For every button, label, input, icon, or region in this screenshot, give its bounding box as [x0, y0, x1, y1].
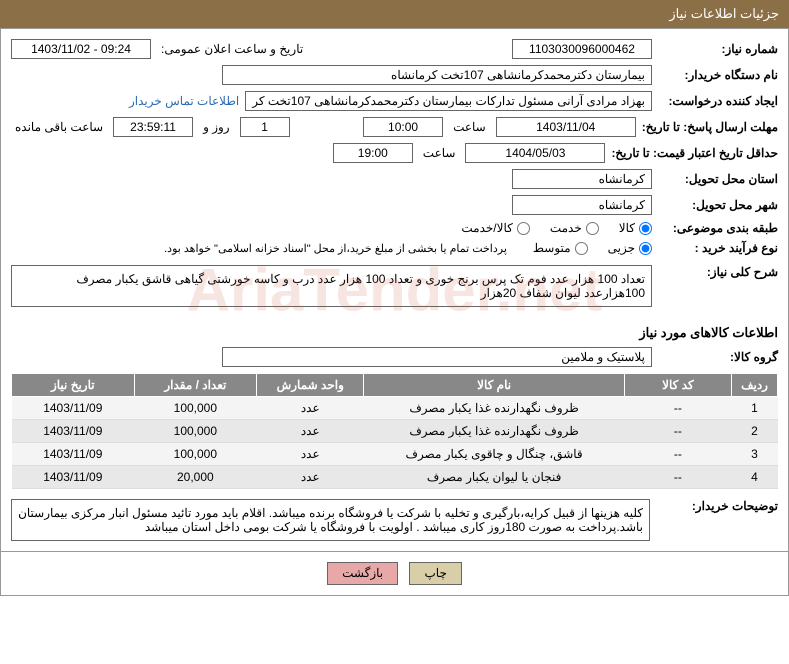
delivery-city-value: کرمانشاه	[512, 195, 652, 215]
table-cell: فنجان یا لیوان یکبار مصرف	[364, 466, 624, 489]
table-cell: 100,000	[134, 443, 257, 466]
table-cell: ظروف نگهدارنده غذا یکبار مصرف	[364, 420, 624, 443]
col-code: کد کالا	[624, 374, 731, 397]
col-row: ردیف	[732, 374, 778, 397]
requester-label: ایجاد کننده درخواست:	[658, 94, 778, 108]
need-number-value: 1103030096000462	[512, 39, 652, 59]
table-cell: 1403/11/09	[12, 420, 135, 443]
requester-value: بهزاد مرادی آرانی مسئول تدارکات بیمارستا…	[245, 91, 652, 111]
back-button[interactable]: بازگشت	[327, 562, 398, 585]
summary-label: شرح کلی نیاز:	[658, 265, 778, 279]
category-service-label: خدمت	[550, 221, 582, 235]
buyer-org-label: نام دستگاه خریدار:	[658, 68, 778, 82]
footer-buttons: چاپ بازگشت	[0, 552, 789, 596]
table-cell: قاشق، چنگال و چاقوی یکبار مصرف	[364, 443, 624, 466]
category-service-radio[interactable]	[586, 222, 599, 235]
category-radio-group: کالا خدمت کالا/خدمت	[461, 221, 652, 235]
table-cell: --	[624, 420, 731, 443]
table-cell: 1403/11/09	[12, 397, 135, 420]
min-valid-time: 19:00	[333, 143, 413, 163]
table-header-row: ردیف کد کالا نام کالا واحد شمارش تعداد /…	[12, 374, 778, 397]
remaining-suffix: ساعت باقی مانده	[15, 120, 103, 134]
buyer-notes-text: کلیه هزینها از قبیل کرایه،بارگیری و تخلی…	[11, 499, 650, 541]
pt-minor-label: جزیی	[608, 241, 635, 255]
delivery-city-label: شهر محل تحویل:	[658, 198, 778, 212]
items-section-title: اطلاعات کالاهای مورد نیاز	[11, 325, 778, 341]
table-row: 1--ظروف نگهدارنده غذا یکبار مصرفعدد100,0…	[12, 397, 778, 420]
time-label-2: ساعت	[423, 146, 456, 160]
time-label-1: ساعت	[453, 120, 486, 134]
table-cell: --	[624, 397, 731, 420]
remaining-time: 23:59:11	[113, 117, 193, 137]
reply-deadline-time: 10:00	[363, 117, 443, 137]
table-cell: --	[624, 466, 731, 489]
table-row: 2--ظروف نگهدارنده غذا یکبار مصرفعدد100,0…	[12, 420, 778, 443]
remaining-days-label: روز و	[203, 120, 230, 134]
panel-header: جزئیات اطلاعات نیاز	[0, 0, 789, 28]
pt-minor-option[interactable]: جزیی	[608, 241, 652, 255]
pt-medium-radio[interactable]	[575, 242, 588, 255]
contact-buyer-link[interactable]: اطلاعات تماس خریدار	[129, 94, 239, 108]
col-qty: تعداد / مقدار	[134, 374, 257, 397]
min-valid-label: حداقل تاریخ اعتبار قیمت: تا تاریخ:	[611, 146, 778, 160]
table-cell: --	[624, 443, 731, 466]
payment-note: پرداخت تمام یا بخشی از مبلغ خرید،از محل …	[164, 242, 507, 255]
category-goods-label: کالا	[619, 221, 635, 235]
need-number-label: شماره نیاز:	[658, 42, 778, 56]
pt-medium-option[interactable]: متوسط	[533, 241, 588, 255]
min-valid-date: 1404/05/03	[465, 143, 605, 163]
category-both-radio[interactable]	[517, 222, 530, 235]
table-row: 3--قاشق، چنگال و چاقوی یکبار مصرفعدد100,…	[12, 443, 778, 466]
remaining-days: 1	[240, 117, 290, 137]
announce-datetime-label: تاریخ و ساعت اعلان عمومی:	[161, 42, 303, 56]
table-cell: 1403/11/09	[12, 443, 135, 466]
table-cell: 3	[732, 443, 778, 466]
announce-datetime-value: 1403/11/02 - 09:24	[11, 39, 151, 59]
table-cell: 4	[732, 466, 778, 489]
col-name: نام کالا	[364, 374, 624, 397]
delivery-province-value: کرمانشاه	[512, 169, 652, 189]
items-table: ردیف کد کالا نام کالا واحد شمارش تعداد /…	[11, 373, 778, 489]
category-goods-radio[interactable]	[639, 222, 652, 235]
group-label: گروه کالا:	[658, 350, 778, 364]
table-row: 4--فنجان یا لیوان یکبار مصرفعدد20,000140…	[12, 466, 778, 489]
table-cell: 100,000	[134, 397, 257, 420]
table-cell: 20,000	[134, 466, 257, 489]
category-both-option[interactable]: کالا/خدمت	[461, 221, 529, 235]
table-cell: عدد	[257, 466, 364, 489]
purchase-type-radio-group: جزیی متوسط	[533, 241, 652, 255]
reply-deadline-label: مهلت ارسال پاسخ: تا تاریخ:	[642, 120, 778, 134]
buyer-notes-label: توضیحات خریدار:	[658, 499, 778, 513]
purchase-type-label: نوع فرآیند خرید :	[658, 241, 778, 255]
category-service-option[interactable]: خدمت	[550, 221, 599, 235]
pt-medium-label: متوسط	[533, 241, 571, 255]
table-cell: 1403/11/09	[12, 466, 135, 489]
table-cell: عدد	[257, 397, 364, 420]
summary-text: تعداد 100 هزار عدد فوم تک پرس برنج خوری …	[11, 265, 652, 307]
category-label: طبقه بندی موضوعی:	[658, 221, 778, 235]
print-button[interactable]: چاپ	[409, 562, 461, 585]
col-unit: واحد شمارش	[257, 374, 364, 397]
panel-body: AriaTender.net شماره نیاز: 1103030096000…	[0, 28, 789, 552]
table-cell: 2	[732, 420, 778, 443]
pt-minor-radio[interactable]	[639, 242, 652, 255]
table-cell: 100,000	[134, 420, 257, 443]
col-date: تاریخ نیاز	[12, 374, 135, 397]
reply-deadline-date: 1403/11/04	[496, 117, 636, 137]
buyer-org-value: بیمارستان دکترمحمدکرمانشاهی 107تخت کرمان…	[222, 65, 652, 85]
table-cell: ظروف نگهدارنده غذا یکبار مصرف	[364, 397, 624, 420]
table-cell: عدد	[257, 420, 364, 443]
table-cell: عدد	[257, 443, 364, 466]
category-goods-option[interactable]: کالا	[619, 221, 652, 235]
category-both-label: کالا/خدمت	[461, 221, 512, 235]
group-value: پلاستیک و ملامین	[222, 347, 652, 367]
table-cell: 1	[732, 397, 778, 420]
delivery-province-label: استان محل تحویل:	[658, 172, 778, 186]
